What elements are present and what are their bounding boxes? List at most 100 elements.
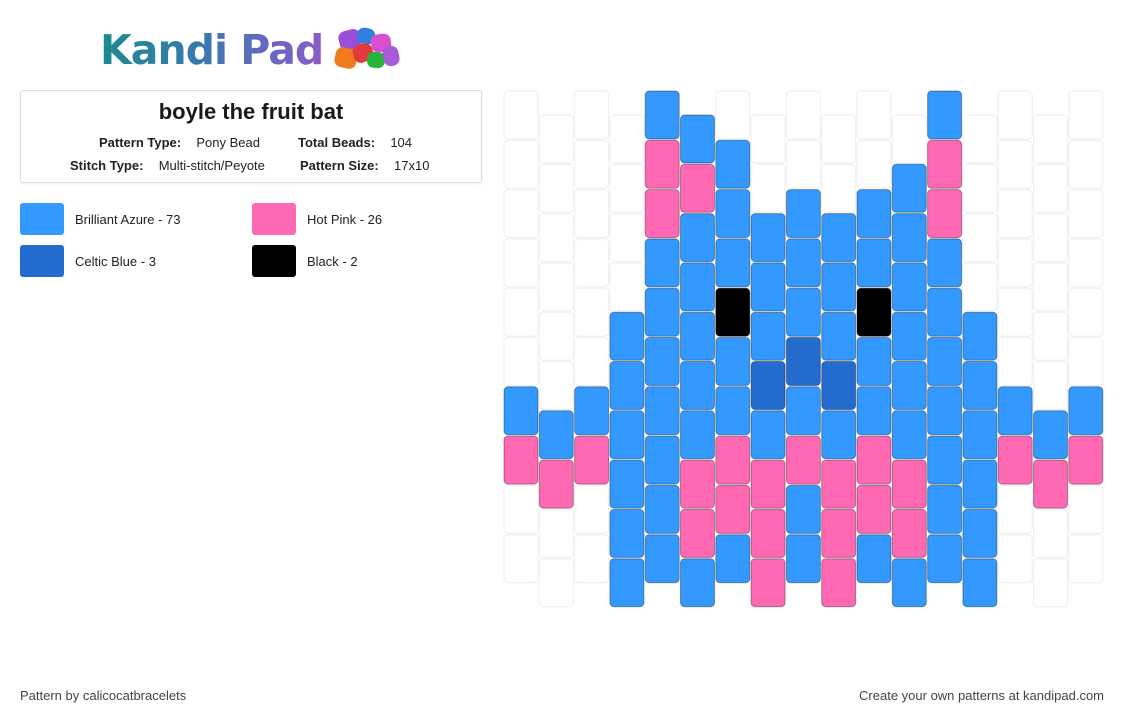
empty-bead	[538, 262, 574, 312]
empty-bead	[1068, 90, 1104, 140]
empty-bead	[574, 337, 610, 386]
bead	[785, 386, 821, 436]
empty-bead	[962, 163, 998, 213]
bead	[785, 287, 821, 337]
bead	[891, 558, 927, 608]
bead	[962, 558, 998, 608]
bead	[715, 189, 751, 239]
bead	[644, 534, 680, 584]
bead	[962, 311, 998, 361]
bead	[1068, 435, 1104, 485]
total-beads-label: Total Beads:	[298, 135, 376, 150]
empty-bead	[856, 90, 892, 140]
bead	[609, 410, 645, 460]
pattern-size-value: 17x10	[394, 158, 430, 173]
bead	[680, 558, 715, 608]
empty-bead	[997, 337, 1033, 386]
bead	[785, 534, 821, 584]
bead	[680, 213, 715, 263]
legend-label: Black - 2	[307, 253, 358, 269]
bead	[997, 386, 1033, 436]
bead	[644, 287, 680, 337]
bead	[821, 410, 857, 460]
empty-bead	[1033, 361, 1068, 410]
bead	[644, 337, 680, 386]
color-swatch	[20, 203, 64, 235]
bead	[785, 484, 821, 534]
bead	[715, 386, 751, 436]
bead	[609, 459, 645, 509]
empty-bead	[1068, 534, 1104, 584]
kandipad-promo-link[interactable]: Create your own patterns at kandipad.com	[859, 688, 1104, 703]
bead	[750, 361, 786, 410]
color-swatch	[20, 245, 64, 277]
bead	[821, 508, 857, 558]
empty-bead	[574, 238, 610, 288]
empty-bead	[785, 90, 821, 140]
empty-bead	[574, 287, 610, 337]
empty-bead	[609, 213, 645, 263]
empty-bead	[1068, 287, 1104, 337]
bead	[715, 337, 751, 386]
bead	[1068, 386, 1104, 436]
bead	[644, 189, 680, 239]
empty-bead	[503, 534, 539, 584]
stitch-type-value: Multi-stitch/Peyote	[158, 158, 265, 173]
empty-bead	[1068, 337, 1104, 386]
bead	[856, 287, 892, 337]
empty-bead	[997, 90, 1033, 140]
bead	[750, 410, 786, 460]
bead	[1033, 410, 1068, 460]
empty-bead	[962, 262, 998, 312]
total-beads-value: 104	[390, 135, 413, 150]
bead	[715, 238, 751, 288]
bead	[856, 238, 892, 288]
legend-label: Celtic Blue - 3	[75, 253, 156, 269]
bead	[750, 311, 786, 361]
kandi-pad-logo[interactable]: Kandi Pad	[100, 24, 403, 76]
bead	[927, 238, 963, 288]
bead	[644, 90, 680, 140]
pattern-info-card: boyle the fruit bat Pattern Type: Pony B…	[20, 90, 482, 183]
bead	[750, 213, 786, 263]
color-swatch	[252, 245, 296, 277]
empty-bead	[997, 238, 1033, 288]
pattern-type-value: Pony Bead	[196, 135, 260, 150]
empty-bead	[1033, 262, 1068, 312]
pattern-type-label: Pattern Type:	[99, 135, 182, 150]
empty-bead	[821, 114, 857, 164]
empty-bead	[997, 139, 1033, 189]
empty-bead	[1068, 139, 1104, 189]
bead	[962, 508, 998, 558]
pattern-size-row: Pattern Size: 17x10	[300, 158, 429, 173]
bead	[821, 311, 857, 361]
bead	[821, 558, 857, 608]
bead	[927, 139, 963, 189]
bead	[750, 459, 786, 509]
empty-bead	[574, 90, 610, 140]
empty-bead	[538, 558, 574, 608]
empty-bead	[856, 139, 892, 189]
bead	[927, 287, 963, 337]
empty-bead	[574, 139, 610, 189]
bead	[856, 484, 892, 534]
bead	[891, 213, 927, 263]
bead	[715, 139, 751, 189]
bead	[503, 386, 539, 436]
empty-bead	[1068, 238, 1104, 288]
empty-bead	[538, 213, 574, 263]
empty-bead	[750, 163, 786, 213]
bead	[538, 410, 574, 460]
legend-item-celtic-blue: Celtic Blue - 3	[20, 245, 156, 277]
bead	[821, 213, 857, 263]
bead	[644, 484, 680, 534]
empty-bead	[1033, 558, 1068, 608]
bead	[609, 311, 645, 361]
bead	[750, 558, 786, 608]
bead	[785, 337, 821, 386]
empty-bead	[503, 337, 539, 386]
empty-bead	[785, 139, 821, 189]
empty-bead	[538, 114, 574, 164]
bead	[503, 435, 539, 485]
